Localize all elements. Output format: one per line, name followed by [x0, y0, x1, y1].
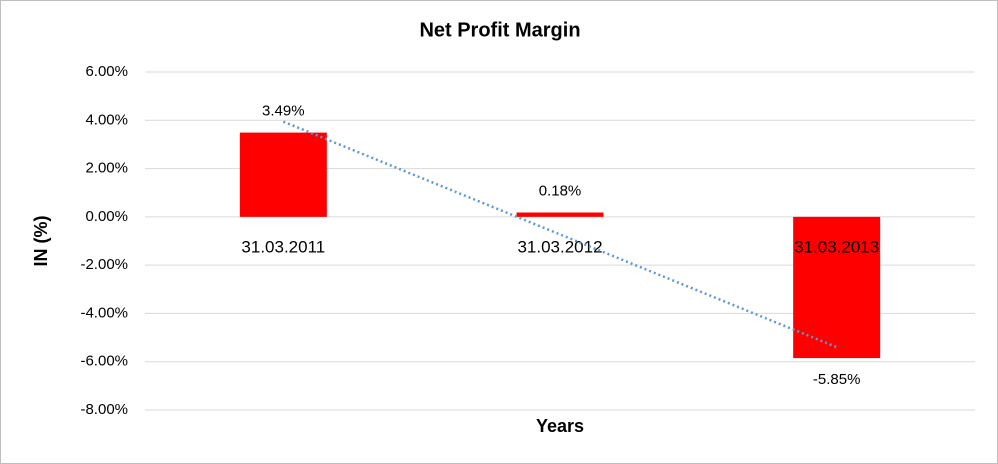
- chart-title: Net Profit Margin: [419, 19, 580, 41]
- y-tick-label: 0.00%: [85, 208, 128, 225]
- y-tick-label: -8.00%: [80, 401, 128, 418]
- y-tick-label: -6.00%: [80, 353, 128, 370]
- y-tick-label: 2.00%: [85, 160, 128, 177]
- y-tick-label: 4.00%: [85, 111, 128, 128]
- bar: [239, 132, 327, 217]
- value-label: -5.85%: [813, 371, 861, 388]
- value-label: 0.18%: [539, 182, 582, 199]
- x-tick-label: 31.03.2013: [794, 237, 879, 256]
- y-tick-label: -4.00%: [80, 304, 128, 321]
- y-axis-title: IN (%): [31, 216, 51, 267]
- x-axis-title: Years: [536, 416, 584, 436]
- y-tick-label: 6.00%: [85, 63, 128, 80]
- y-tick-label: -2.00%: [80, 256, 128, 273]
- value-label: 3.49%: [262, 103, 305, 120]
- x-tick-label: 31.03.2011: [241, 237, 325, 256]
- bar: [516, 212, 604, 217]
